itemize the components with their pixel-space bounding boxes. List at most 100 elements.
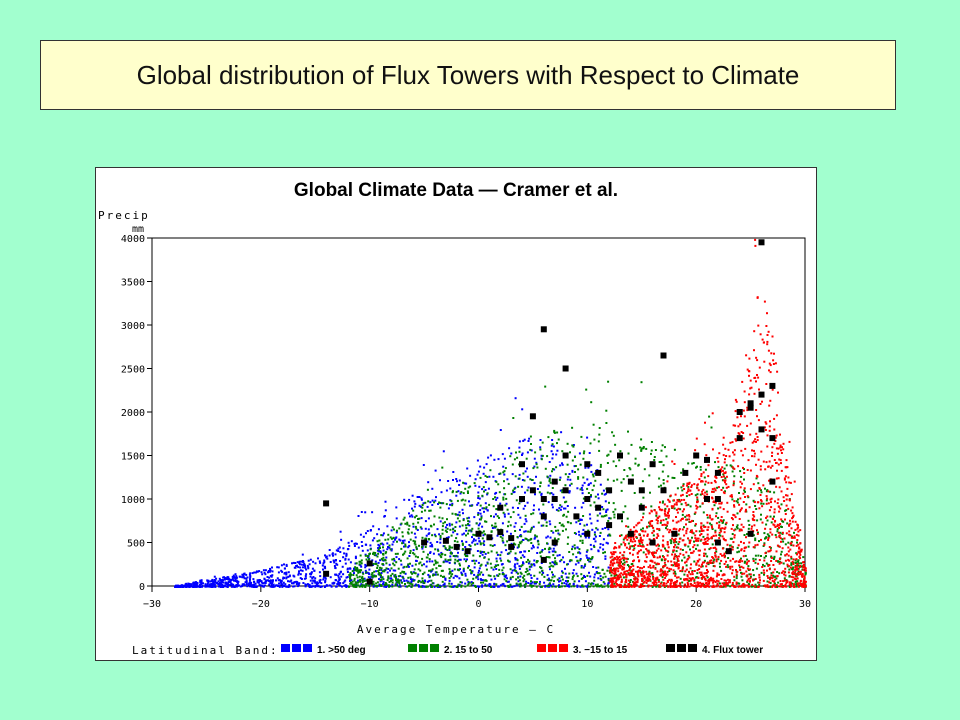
data-point [740, 415, 742, 418]
data-point [784, 554, 787, 557]
data-point [408, 544, 411, 547]
data-point [754, 578, 757, 580]
data-point [603, 585, 606, 588]
data-point [364, 511, 367, 514]
data-point [413, 568, 416, 571]
data-point [599, 543, 602, 546]
data-point [633, 492, 636, 494]
data-point [406, 523, 409, 526]
plot-area: −30 −20 −10 0 10 20 30050010001500200025003000… [121, 234, 811, 610]
data-point [359, 571, 362, 574]
data-point [770, 576, 773, 579]
data-point [681, 559, 683, 562]
data-point [700, 473, 703, 475]
data-point [784, 559, 787, 562]
data-point [465, 527, 468, 529]
data-point [371, 559, 374, 562]
data-point [763, 532, 766, 535]
data-point [424, 546, 427, 548]
data-point [783, 577, 786, 580]
data-point [520, 535, 523, 538]
data-point [649, 520, 652, 523]
data-point [773, 352, 775, 355]
data-point [623, 571, 626, 574]
data-point [526, 569, 529, 572]
data-point [528, 568, 531, 571]
data-point [224, 584, 227, 587]
data-point [783, 500, 786, 502]
data-point [542, 512, 545, 514]
data-point [590, 401, 593, 404]
data-point [485, 463, 488, 466]
data-point [553, 563, 556, 566]
data-point [688, 556, 691, 559]
data-point [518, 583, 521, 586]
data-point [578, 580, 581, 583]
data-point [689, 579, 692, 582]
data-point [551, 453, 554, 456]
data-point [662, 584, 665, 587]
data-point [659, 508, 661, 511]
data-point [748, 506, 751, 509]
data-point [633, 584, 636, 587]
data-point [523, 574, 526, 577]
data-point [345, 585, 348, 587]
data-point [777, 498, 780, 501]
data-point [510, 452, 513, 455]
data-point [627, 542, 630, 545]
data-point [391, 558, 394, 561]
data-point [642, 534, 645, 537]
data-point [528, 437, 531, 440]
data-point [731, 441, 734, 444]
data-point [526, 451, 529, 454]
data-point [379, 547, 381, 549]
data-point [680, 499, 683, 501]
data-point [526, 467, 528, 470]
data-point [488, 585, 491, 588]
data-point [682, 483, 685, 486]
data-point [610, 584, 613, 587]
data-point [755, 356, 758, 359]
data-point [499, 429, 502, 431]
data-point [388, 544, 391, 547]
data-point [456, 575, 459, 578]
data-point [433, 585, 436, 588]
data-point [617, 577, 620, 580]
data-point [777, 391, 779, 394]
data-point [685, 491, 688, 494]
data-point [516, 536, 519, 538]
data-point [519, 516, 522, 519]
data-point [666, 480, 669, 483]
data-point [776, 571, 779, 573]
data-point [531, 581, 534, 584]
data-point [647, 572, 650, 575]
data-point [598, 427, 601, 429]
data-point [308, 563, 311, 566]
data-point [556, 554, 559, 557]
data-point [718, 502, 721, 505]
data-point [687, 537, 689, 540]
data-point [767, 349, 770, 352]
data-point [395, 556, 398, 559]
data-point [609, 561, 612, 564]
data-point [473, 562, 476, 565]
data-point [685, 495, 688, 498]
data-point [733, 449, 736, 452]
data-point [655, 585, 658, 588]
data-point [675, 508, 678, 511]
data-point [609, 571, 611, 574]
data-point [670, 568, 673, 571]
data-point [690, 563, 692, 566]
data-point [596, 528, 599, 531]
data-point [753, 501, 756, 504]
data-point [791, 506, 794, 509]
data-point [241, 583, 244, 586]
data-point [748, 374, 750, 377]
data-point [285, 573, 288, 576]
data-point [377, 570, 380, 573]
data-point [577, 477, 580, 480]
data-point [211, 584, 214, 587]
data-point [364, 553, 367, 556]
data-point [760, 513, 762, 516]
data-point [598, 535, 601, 537]
